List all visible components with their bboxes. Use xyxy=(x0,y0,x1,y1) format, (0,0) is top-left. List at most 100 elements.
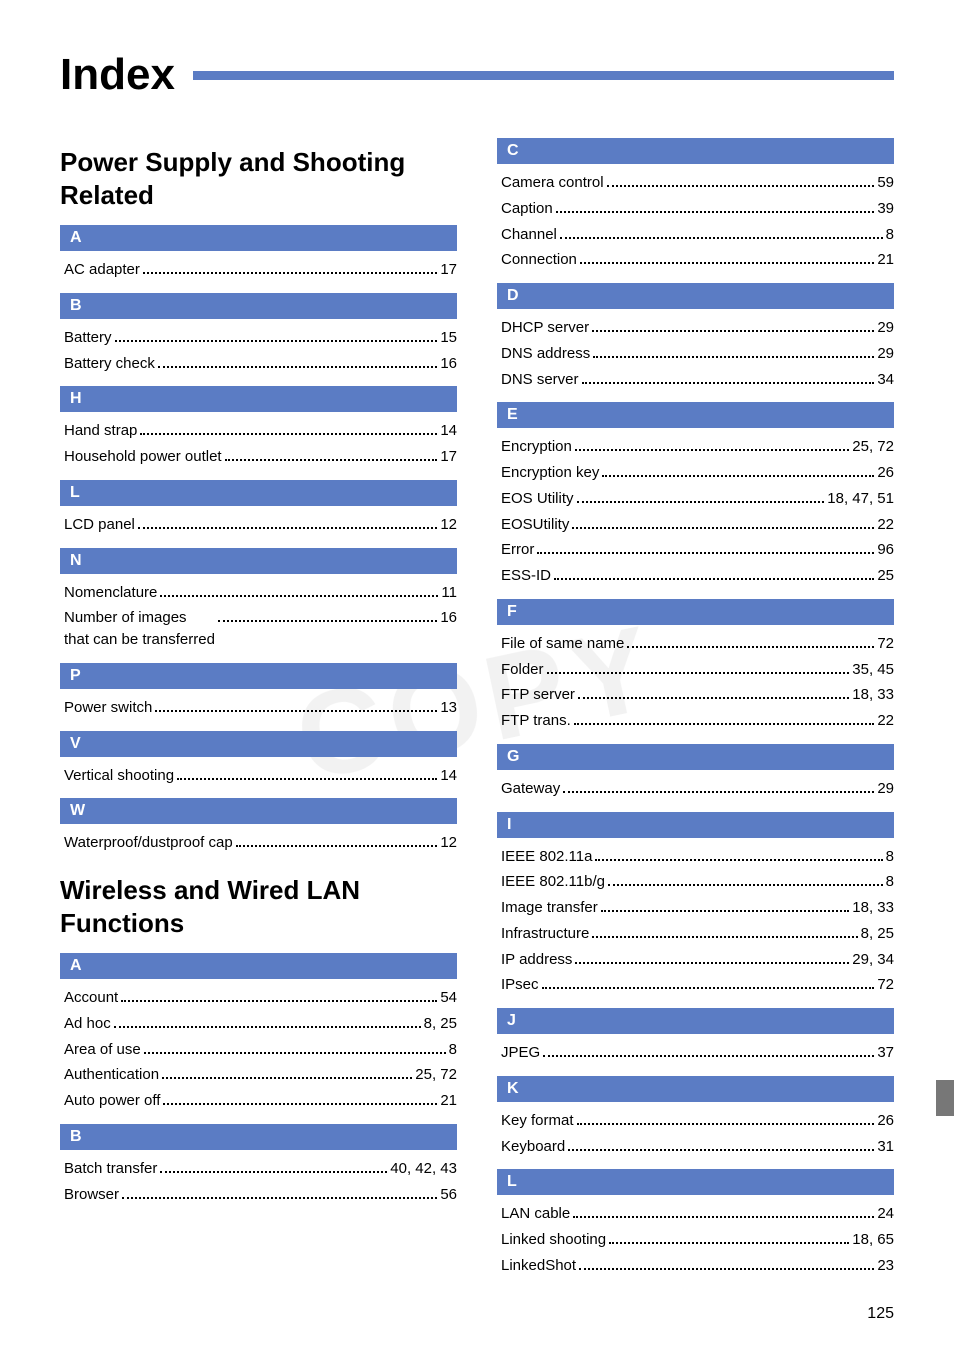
section-letter: B xyxy=(60,293,457,319)
entry-label: Key format xyxy=(501,1110,574,1132)
entry-dots xyxy=(115,331,438,342)
entry-label: File of same name xyxy=(501,633,624,655)
entry-pages: 29 xyxy=(877,317,894,339)
entry-pages: 12 xyxy=(440,832,457,854)
entry-label: Channel xyxy=(501,224,557,246)
section-A: A AC adapter 17 xyxy=(60,225,457,283)
section-letter: L xyxy=(497,1169,894,1195)
entry-label: Account xyxy=(64,987,118,1009)
entry-label: DHCP server xyxy=(501,317,589,339)
entry-pages: 26 xyxy=(877,462,894,484)
entry-pages: 23 xyxy=(877,1255,894,1277)
entry-pages: 37 xyxy=(877,1042,894,1064)
entry-pages: 14 xyxy=(440,420,457,442)
entry-label: Waterproof/dustproof cap xyxy=(64,832,233,854)
page-number: 125 xyxy=(60,1305,894,1323)
index-entry: Battery check 16 xyxy=(60,351,457,377)
entry-pages: 34 xyxy=(877,369,894,391)
index-entry: FTP trans. 22 xyxy=(497,708,894,734)
index-entry: Gateway 29 xyxy=(497,776,894,802)
entry-dots xyxy=(143,264,437,275)
entry-dots xyxy=(592,322,874,333)
entry-pages: 21 xyxy=(877,249,894,271)
entry-label: Browser xyxy=(64,1184,119,1206)
entry-pages: 29 xyxy=(877,343,894,365)
entry-pages: 31 xyxy=(877,1136,894,1158)
entry-label: Connection xyxy=(501,249,577,271)
index-entry: Authentication 25, 72 xyxy=(60,1062,457,1088)
index-entry: EOS Utility 18, 47, 51 xyxy=(497,486,894,512)
entry-label: FTP server xyxy=(501,684,575,706)
index-entry: DNS address 29 xyxy=(497,341,894,367)
index-entry: Batch transfer 40, 42, 43 xyxy=(60,1156,457,1182)
entry-pages: 21 xyxy=(440,1090,457,1112)
entry-pages: 29 xyxy=(877,778,894,800)
entry-label: Keyboard xyxy=(501,1136,565,1158)
section-F: F File of same name 72 Folder 35, 45 FTP… xyxy=(497,599,894,734)
index-entry: Connection 21 xyxy=(497,247,894,273)
entry-label: FTP trans. xyxy=(501,710,571,732)
entry-pages: 22 xyxy=(877,514,894,536)
entry-pages: 25, 72 xyxy=(415,1064,457,1086)
entry-pages: 25 xyxy=(877,565,894,587)
subtitle-power-supply: Power Supply and Shooting Related xyxy=(60,146,457,211)
title-rule xyxy=(193,71,894,80)
section-C: C Camera control 59 Caption 39 Channel 8… xyxy=(497,138,894,273)
entry-pages: 35, 45 xyxy=(852,659,894,681)
entry-label: LCD panel xyxy=(64,514,135,536)
entry-label: IP address xyxy=(501,949,572,971)
index-entry: IPsec 72 xyxy=(497,972,894,998)
entry-pages: 16 xyxy=(440,607,457,629)
entry-dots xyxy=(162,1069,412,1080)
entry-pages: 72 xyxy=(877,633,894,655)
entry-label: IEEE 802.11b/g xyxy=(501,871,605,893)
section-letter: C xyxy=(497,138,894,164)
index-entry: Hand strap 14 xyxy=(60,418,457,444)
index-entry: ESS-ID 25 xyxy=(497,563,894,589)
section-letter: B xyxy=(60,1124,457,1150)
section-E: E Encryption 25, 72 Encryption key 26 EO… xyxy=(497,402,894,589)
section-I: I IEEE 802.11a 8 IEEE 802.11b/g 8 Image … xyxy=(497,812,894,999)
entry-dots xyxy=(595,850,882,861)
entry-pages: 8 xyxy=(886,871,894,893)
entry-pages: 59 xyxy=(877,172,894,194)
section-B2: B Batch transfer 40, 42, 43 Browser 56 xyxy=(60,1124,457,1208)
index-entry: Browser 56 xyxy=(60,1182,457,1208)
entry-pages: 12 xyxy=(440,514,457,536)
entry-pages: 8, 25 xyxy=(861,923,894,945)
section-letter: W xyxy=(60,798,457,824)
entry-dots xyxy=(554,570,874,581)
entry-pages: 40, 42, 43 xyxy=(390,1158,457,1180)
index-entry: LCD panel 12 xyxy=(60,512,457,538)
index-entry: Image transfer 18, 33 xyxy=(497,895,894,921)
index-entry: Keyboard 31 xyxy=(497,1134,894,1160)
index-entry: AC adapter 17 xyxy=(60,257,457,283)
index-entry: Auto power off 21 xyxy=(60,1088,457,1114)
entry-label: IEEE 802.11a xyxy=(501,846,592,868)
entry-dots xyxy=(560,228,883,239)
entry-pages: 18, 65 xyxy=(852,1229,894,1251)
entry-pages: 8 xyxy=(449,1039,457,1061)
index-entry: Infrastructure 8, 25 xyxy=(497,921,894,947)
side-tab xyxy=(936,1080,954,1116)
index-entry: Camera control 59 xyxy=(497,170,894,196)
entry-dots xyxy=(574,715,875,726)
entry-dots xyxy=(575,953,849,964)
entry-dots xyxy=(577,1114,875,1125)
section-K: K Key format 26 Keyboard 31 xyxy=(497,1076,894,1160)
section-letter: D xyxy=(497,283,894,309)
entry-label: LinkedShot xyxy=(501,1255,576,1277)
entry-label: Auto power off xyxy=(64,1090,160,1112)
entry-label: Nomenclature xyxy=(64,582,157,604)
section-B: B Battery 15 Battery check 16 xyxy=(60,293,457,377)
entry-dots xyxy=(158,357,437,368)
entry-pages: 54 xyxy=(440,987,457,1009)
entry-dots xyxy=(144,1043,446,1054)
index-entry: IEEE 802.11b/g 8 xyxy=(497,869,894,895)
index-entry: File of same name 72 xyxy=(497,631,894,657)
entry-pages: 8, 25 xyxy=(424,1013,457,1035)
section-D: D DHCP server 29 DNS address 29 DNS serv… xyxy=(497,283,894,392)
entry-pages: 18, 33 xyxy=(852,897,894,919)
index-entry: LinkedShot 23 xyxy=(497,1253,894,1279)
entry-dots xyxy=(568,1140,874,1151)
